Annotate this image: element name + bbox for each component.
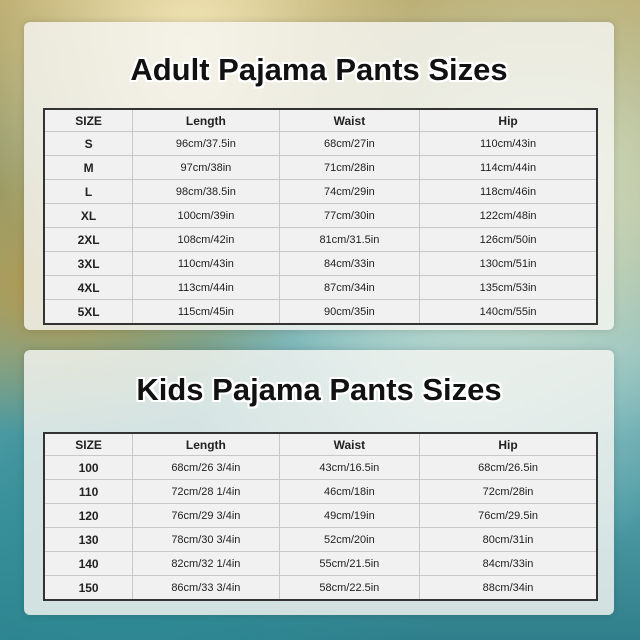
column-header: Waist <box>278 108 421 132</box>
measurement-cell: 58cm/22.5in <box>278 575 421 601</box>
measurement-cell: 90cm/35in <box>278 299 421 325</box>
measurement-cell: 77cm/30in <box>278 203 421 228</box>
measurement-cell: 98cm/38.5in <box>132 179 280 204</box>
measurement-cell: 72cm/28in <box>419 479 598 504</box>
header-row: SIZE Length Waist Hip <box>43 108 598 132</box>
measurement-cell: 43cm/16.5in <box>278 455 421 480</box>
measurement-cell: 88cm/34in <box>419 575 598 601</box>
measurement-cell: 68cm/26.5in <box>419 455 598 480</box>
table-row: L 98cm/38.5in 74cm/29in 118cm/46in <box>43 179 598 204</box>
measurement-cell: 130cm/51in <box>419 251 598 276</box>
header-row: SIZE Length Waist Hip <box>43 432 598 456</box>
table-row: 2XL 108cm/42in 81cm/31.5in 126cm/50in <box>43 227 598 252</box>
column-header: Length <box>132 432 280 456</box>
column-header: SIZE <box>43 108 134 132</box>
measurement-cell: 72cm/28 1/4in <box>132 479 280 504</box>
column-header: Length <box>132 108 280 132</box>
table-row: 120 76cm/29 3/4in 49cm/19in 76cm/29.5in <box>43 503 598 528</box>
size-cell: M <box>43 155 134 180</box>
measurement-cell: 84cm/33in <box>419 551 598 576</box>
measurement-cell: 114cm/44in <box>419 155 598 180</box>
size-cell: 5XL <box>43 299 134 325</box>
kids-title: Kids Pajama Pants Sizes <box>136 372 502 407</box>
measurement-cell: 126cm/50in <box>419 227 598 252</box>
measurement-cell: 49cm/19in <box>278 503 421 528</box>
measurement-cell: 87cm/34in <box>278 275 421 300</box>
table-row: S 96cm/37.5in 68cm/27in 110cm/43in <box>43 131 598 156</box>
size-cell: 140 <box>43 551 134 576</box>
measurement-cell: 135cm/53in <box>419 275 598 300</box>
table-row: 5XL 115cm/45in 90cm/35in 140cm/55in <box>43 299 598 325</box>
size-cell: L <box>43 179 134 204</box>
kids-size-table: SIZE Length Waist Hip 100 68cm/26 3/4in 43cm/1… <box>43 432 598 601</box>
size-cell: 150 <box>43 575 134 601</box>
measurement-cell: 110cm/43in <box>419 131 598 156</box>
size-cell: 110 <box>43 479 134 504</box>
measurement-cell: 113cm/44in <box>132 275 280 300</box>
measurement-cell: 84cm/33in <box>278 251 421 276</box>
measurement-cell: 68cm/27in <box>278 131 421 156</box>
size-cell: S <box>43 131 134 156</box>
measurement-cell: 96cm/37.5in <box>132 131 280 156</box>
measurement-cell: 118cm/46in <box>419 179 598 204</box>
adult-title: Adult Pajama Pants Sizes <box>130 52 508 87</box>
column-header: Hip <box>419 108 598 132</box>
measurement-cell: 110cm/43in <box>132 251 280 276</box>
column-header: SIZE <box>43 432 134 456</box>
measurement-cell: 68cm/26 3/4in <box>132 455 280 480</box>
table-row: 110 72cm/28 1/4in 46cm/18in 72cm/28in <box>43 479 598 504</box>
measurement-cell: 115cm/45in <box>132 299 280 325</box>
table-row: 100 68cm/26 3/4in 43cm/16.5in 68cm/26.5in <box>43 455 598 480</box>
measurement-cell: 140cm/55in <box>419 299 598 325</box>
size-cell: 100 <box>43 455 134 480</box>
measurement-cell: 97cm/38in <box>132 155 280 180</box>
measurement-cell: 71cm/28in <box>278 155 421 180</box>
measurement-cell: 78cm/30 3/4in <box>132 527 280 552</box>
measurement-cell: 55cm/21.5in <box>278 551 421 576</box>
measurement-cell: 82cm/32 1/4in <box>132 551 280 576</box>
measurement-cell: 81cm/31.5in <box>278 227 421 252</box>
table-row: 140 82cm/32 1/4in 55cm/21.5in 84cm/33in <box>43 551 598 576</box>
adult-size-table: SIZE Length Waist Hip S 96cm/37.5in 68cm/27in 1… <box>43 108 598 325</box>
measurement-cell: 76cm/29.5in <box>419 503 598 528</box>
table-row: 150 86cm/33 3/4in 58cm/22.5in 88cm/34in <box>43 575 598 601</box>
size-cell: 2XL <box>43 227 134 252</box>
size-cell: XL <box>43 203 134 228</box>
table-row: XL 100cm/39in 77cm/30in 122cm/48in <box>43 203 598 228</box>
measurement-cell: 46cm/18in <box>278 479 421 504</box>
size-cell: 3XL <box>43 251 134 276</box>
table-row: 130 78cm/30 3/4in 52cm/20in 80cm/31in <box>43 527 598 552</box>
measurement-cell: 76cm/29 3/4in <box>132 503 280 528</box>
measurement-cell: 52cm/20in <box>278 527 421 552</box>
size-cell: 130 <box>43 527 134 552</box>
column-header: Waist <box>278 432 421 456</box>
measurement-cell: 80cm/31in <box>419 527 598 552</box>
measurement-cell: 100cm/39in <box>132 203 280 228</box>
measurement-cell: 122cm/48in <box>419 203 598 228</box>
measurement-cell: 86cm/33 3/4in <box>132 575 280 601</box>
column-header: Hip <box>419 432 598 456</box>
kids-size-panel: Kids Pajama Pants Sizes SIZE Length Waist H… <box>24 350 614 615</box>
size-cell: 4XL <box>43 275 134 300</box>
measurement-cell: 108cm/42in <box>132 227 280 252</box>
table-row: M 97cm/38in 71cm/28in 114cm/44in <box>43 155 598 180</box>
table-row: 4XL 113cm/44in 87cm/34in 135cm/53in <box>43 275 598 300</box>
measurement-cell: 74cm/29in <box>278 179 421 204</box>
adult-size-panel: Adult Pajama Pants Sizes SIZE Length Waist… <box>24 22 614 330</box>
size-cell: 120 <box>43 503 134 528</box>
table-row: 3XL 110cm/43in 84cm/33in 130cm/51in <box>43 251 598 276</box>
